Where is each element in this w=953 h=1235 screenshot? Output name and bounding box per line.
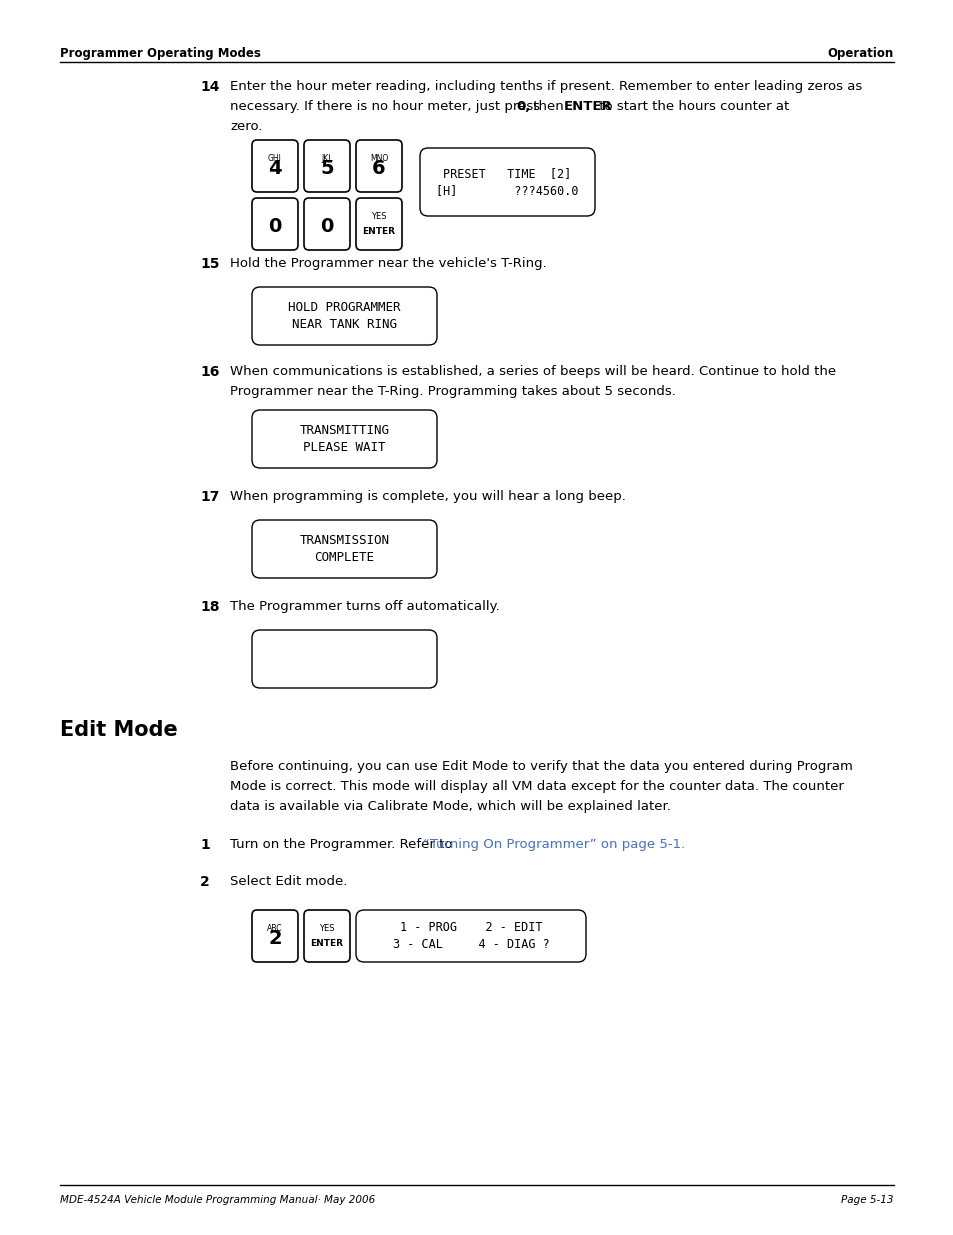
Text: 4: 4 — [268, 158, 281, 178]
Text: data is available via Calibrate Mode, which will be explained later.: data is available via Calibrate Mode, wh… — [230, 800, 670, 813]
Text: JKL: JKL — [321, 154, 333, 163]
Text: Enter the hour meter reading, including tenths if present. Remember to enter lea: Enter the hour meter reading, including … — [230, 80, 862, 93]
Text: 14: 14 — [200, 80, 219, 94]
Text: GHI: GHI — [268, 154, 282, 163]
Text: PRESET   TIME  [2]
[H]        ???4560.0: PRESET TIME [2] [H] ???4560.0 — [436, 167, 578, 198]
Text: Mode is correct. This mode will display all VM data except for the counter data.: Mode is correct. This mode will display … — [230, 781, 843, 793]
Text: necessary. If there is no hour meter, just press: necessary. If there is no hour meter, ju… — [230, 100, 544, 112]
Text: Hold the Programmer near the vehicle's T-Ring.: Hold the Programmer near the vehicle's T… — [230, 257, 546, 270]
FancyBboxPatch shape — [419, 148, 595, 216]
Text: YES: YES — [319, 924, 335, 932]
Text: MNO: MNO — [370, 154, 388, 163]
Text: to start the hours counter at: to start the hours counter at — [594, 100, 788, 112]
FancyBboxPatch shape — [355, 140, 401, 191]
Text: then: then — [528, 100, 567, 112]
Text: Select Edit mode.: Select Edit mode. — [230, 876, 347, 888]
FancyBboxPatch shape — [252, 198, 297, 249]
Text: ABC: ABC — [267, 924, 282, 932]
Text: “Turning On Programmer” on page 5-1.: “Turning On Programmer” on page 5-1. — [422, 839, 684, 851]
Text: 2: 2 — [268, 929, 281, 947]
FancyBboxPatch shape — [252, 910, 297, 962]
Text: 17: 17 — [200, 490, 219, 504]
Text: When communications is established, a series of beeps will be heard. Continue to: When communications is established, a se… — [230, 366, 835, 378]
Text: Turn on the Programmer. Refer to: Turn on the Programmer. Refer to — [230, 839, 456, 851]
FancyBboxPatch shape — [252, 410, 436, 468]
Text: 2: 2 — [200, 876, 210, 889]
Text: 6: 6 — [372, 158, 385, 178]
Text: Edit Mode: Edit Mode — [60, 720, 177, 740]
FancyBboxPatch shape — [355, 198, 401, 249]
Text: 0: 0 — [268, 216, 281, 236]
Text: The Programmer turns off automatically.: The Programmer turns off automatically. — [230, 600, 499, 613]
Text: Page 5-13: Page 5-13 — [841, 1195, 893, 1205]
Text: 5: 5 — [320, 158, 334, 178]
Text: MDE-4524A Vehicle Module Programming Manual· May 2006: MDE-4524A Vehicle Module Programming Man… — [60, 1195, 375, 1205]
FancyBboxPatch shape — [304, 140, 350, 191]
Text: 0,: 0, — [517, 100, 531, 112]
Text: 1: 1 — [200, 839, 210, 852]
Text: YES: YES — [371, 211, 386, 221]
Text: Programmer near the T-Ring. Programming takes about 5 seconds.: Programmer near the T-Ring. Programming … — [230, 385, 675, 398]
Text: 1 - PROG    2 - EDIT
3 - CAL     4 - DIAG ?: 1 - PROG 2 - EDIT 3 - CAL 4 - DIAG ? — [393, 921, 549, 951]
Text: TRANSMITTING
PLEASE WAIT: TRANSMITTING PLEASE WAIT — [299, 424, 389, 454]
Text: TRANSMISSION
COMPLETE: TRANSMISSION COMPLETE — [299, 534, 389, 564]
FancyBboxPatch shape — [252, 520, 436, 578]
FancyBboxPatch shape — [252, 630, 436, 688]
Text: 0: 0 — [320, 216, 334, 236]
Text: Before continuing, you can use Edit Mode to verify that the data you entered dur: Before continuing, you can use Edit Mode… — [230, 760, 852, 773]
Text: 15: 15 — [200, 257, 219, 270]
Text: Operation: Operation — [827, 47, 893, 61]
FancyBboxPatch shape — [355, 910, 585, 962]
FancyBboxPatch shape — [252, 140, 297, 191]
Text: ENTER: ENTER — [310, 940, 343, 948]
Text: 18: 18 — [200, 600, 219, 614]
Text: ENTER: ENTER — [563, 100, 612, 112]
Text: When programming is complete, you will hear a long beep.: When programming is complete, you will h… — [230, 490, 625, 503]
Text: zero.: zero. — [230, 120, 262, 133]
Text: 16: 16 — [200, 366, 219, 379]
FancyBboxPatch shape — [252, 287, 436, 345]
FancyBboxPatch shape — [304, 198, 350, 249]
Text: Programmer Operating Modes: Programmer Operating Modes — [60, 47, 260, 61]
Text: HOLD PROGRAMMER
NEAR TANK RING: HOLD PROGRAMMER NEAR TANK RING — [288, 301, 400, 331]
Text: ENTER: ENTER — [362, 227, 395, 236]
FancyBboxPatch shape — [304, 910, 350, 962]
